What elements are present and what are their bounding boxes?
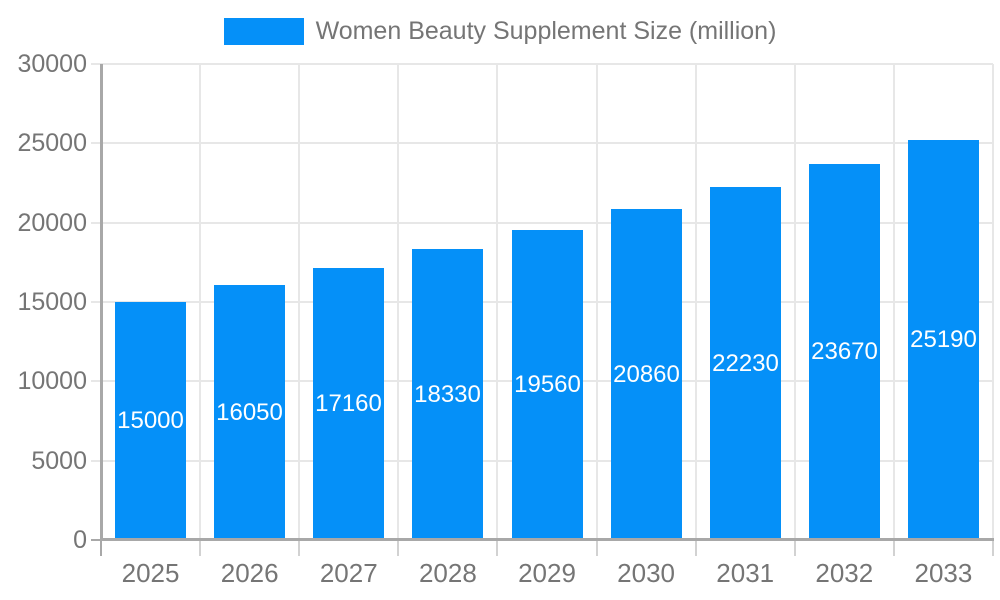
x-axis-tick-label: 2031	[716, 558, 775, 588]
gridline-horizontal	[101, 221, 993, 224]
bar[interactable]: 19560	[512, 229, 583, 540]
legend-label: Women Beauty Supplement Size (million)	[315, 16, 777, 45]
bar-value-label: 19560	[514, 370, 581, 398]
x-axis-tick-label: 2026	[220, 558, 279, 588]
y-axis-tick	[91, 539, 101, 541]
x-axis-tick	[793, 540, 796, 556]
x-axis-tick-label: 2029	[518, 558, 576, 588]
x-axis-tick	[892, 540, 895, 556]
y-axis-tick	[91, 380, 101, 383]
gridline-horizontal	[101, 142, 993, 145]
x-axis-line	[100, 538, 994, 541]
gridline-vertical	[595, 64, 598, 540]
x-axis-tick	[992, 540, 994, 556]
bar[interactable]: 23670	[809, 164, 880, 540]
bar-value-label: 16050	[216, 398, 283, 426]
y-axis-tick	[91, 301, 101, 303]
gridline-horizontal	[101, 63, 993, 65]
y-axis-tick-label: 15000	[17, 288, 87, 316]
bar[interactable]: 15000	[115, 302, 186, 540]
x-axis-tick-label: 2025	[121, 558, 180, 588]
bar-value-label: 25190	[910, 326, 977, 354]
x-axis-tick-label: 2030	[617, 558, 676, 588]
gridline-vertical	[199, 64, 202, 540]
x-axis-tick	[694, 540, 697, 556]
bar-value-label: 15000	[117, 407, 184, 434]
bar[interactable]: 17160	[313, 267, 384, 540]
x-axis-tick	[298, 540, 301, 556]
y-axis-tick-label: 0	[73, 526, 87, 554]
x-axis-tick	[595, 540, 598, 556]
legend-item[interactable]: Women Beauty Supplement Size (million)	[0, 14, 1000, 48]
bar-value-label: 18330	[414, 380, 481, 408]
gridline-vertical	[892, 64, 895, 540]
x-axis-tick	[100, 540, 102, 556]
plot-area: 15000 16050 17160 18330 19560 20860 22230 23670…	[101, 63, 994, 540]
y-axis-tick	[91, 459, 101, 462]
bar-value-label: 17160	[315, 389, 382, 417]
y-axis-tick-label: 25000	[17, 129, 87, 158]
x-axis-tick-label: 2028	[418, 558, 477, 588]
bar[interactable]: 20860	[611, 209, 682, 540]
x-axis-tick	[496, 540, 499, 556]
gridline-vertical	[694, 64, 697, 540]
gridline-vertical	[298, 64, 301, 540]
bar[interactable]: 25190	[908, 140, 979, 540]
y-axis-tick-label: 30000	[17, 50, 87, 78]
bar-value-label: 22230	[712, 349, 779, 377]
y-axis-tick	[91, 142, 101, 145]
bar[interactable]: 18330	[412, 249, 483, 540]
y-axis-line	[100, 64, 103, 540]
gridline-vertical	[992, 64, 994, 540]
gridline-vertical	[793, 64, 796, 540]
x-axis-tick	[199, 540, 202, 556]
y-axis-tick-label: 20000	[17, 208, 87, 237]
x-axis-tick-label: 2032	[815, 558, 874, 588]
bar[interactable]: 22230	[710, 187, 781, 540]
bar-value-label: 23670	[811, 338, 878, 366]
y-axis-tick-label: 5000	[31, 446, 87, 475]
y-axis-tick	[91, 221, 101, 224]
legend-swatch	[223, 17, 304, 45]
x-axis-tick	[397, 540, 400, 556]
y-axis-tick-label: 10000	[17, 367, 87, 396]
gridline-vertical	[496, 64, 499, 540]
bar-value-label: 20860	[613, 360, 680, 388]
bar[interactable]: 16050	[214, 285, 285, 540]
x-axis-tick-label: 2033	[914, 558, 973, 588]
gridline-vertical	[397, 64, 400, 540]
x-axis-tick-label: 2027	[319, 558, 378, 588]
y-axis-tick	[91, 63, 101, 65]
